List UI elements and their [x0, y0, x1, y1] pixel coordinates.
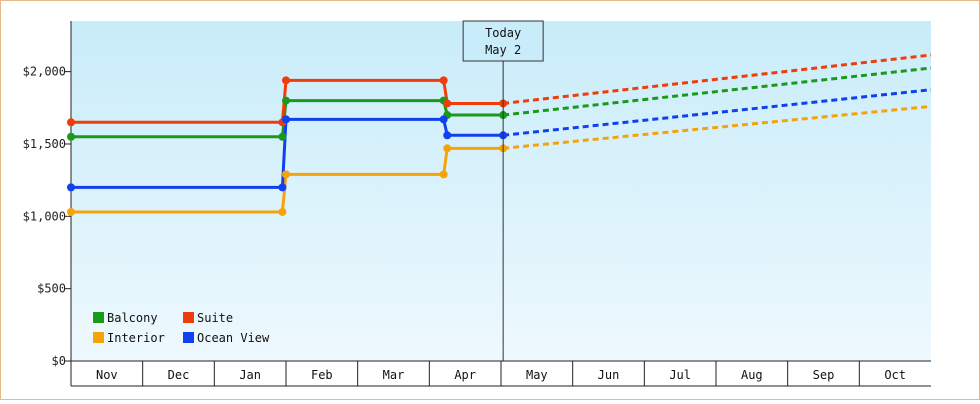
x-tick-label: Dec	[168, 368, 190, 382]
legend-label: Balcony	[107, 311, 158, 325]
x-tick-label: Aug	[741, 368, 763, 382]
series-point	[67, 207, 75, 216]
series-point	[439, 76, 448, 85]
series-line	[71, 146, 504, 214]
today-date-label: May 2	[485, 43, 521, 57]
y-tick-label: $1,500	[23, 137, 66, 151]
legend-label: Suite	[197, 311, 233, 325]
x-tick-label: Nov	[96, 368, 118, 382]
x-tick-label: Jul	[669, 368, 691, 382]
series-line	[71, 99, 504, 139]
series-projection-line	[502, 66, 932, 117]
series-point	[67, 132, 75, 141]
y-tick-label: $0	[52, 354, 66, 368]
series-point	[443, 131, 452, 140]
x-tick-label: Mar	[383, 368, 405, 382]
today-box	[462, 20, 544, 62]
series-point	[282, 170, 290, 179]
series-point	[443, 99, 452, 108]
y-tick-label: $2,000	[23, 65, 66, 79]
series-point	[278, 183, 287, 192]
x-tick-label: Oct	[884, 368, 906, 382]
x-tick-label: Jan	[239, 368, 261, 382]
series-point	[282, 76, 290, 85]
series-line	[71, 117, 504, 189]
series-point	[67, 183, 75, 192]
plot-background	[71, 21, 931, 361]
x-tick-label: Feb	[311, 368, 333, 382]
legend-swatch	[183, 312, 194, 323]
legend-label: Ocean View	[197, 331, 270, 345]
x-tick-label: Sep	[813, 368, 835, 382]
series-point	[278, 207, 287, 216]
x-tick-label: May	[526, 368, 548, 382]
series-point	[282, 115, 290, 124]
legend-swatch	[93, 312, 104, 323]
y-tick-label: $1,000	[23, 209, 66, 223]
today-label: Today	[485, 26, 521, 40]
legend-label: Interior	[107, 331, 165, 345]
x-tick-label: Apr	[454, 368, 476, 382]
series-point	[67, 118, 75, 127]
legend-swatch	[93, 332, 104, 343]
series-projection-line	[503, 104, 932, 150]
series-point	[439, 115, 448, 124]
x-tick-label: Jun	[598, 368, 620, 382]
series-projection-line	[502, 88, 932, 137]
series-projection-line	[502, 53, 932, 105]
series-point	[439, 170, 448, 179]
series-point	[443, 144, 452, 153]
series-line	[71, 78, 504, 124]
series-point	[282, 96, 290, 105]
y-tick-label: $500	[37, 282, 66, 296]
legend-swatch	[183, 332, 194, 343]
series-point	[278, 132, 287, 141]
